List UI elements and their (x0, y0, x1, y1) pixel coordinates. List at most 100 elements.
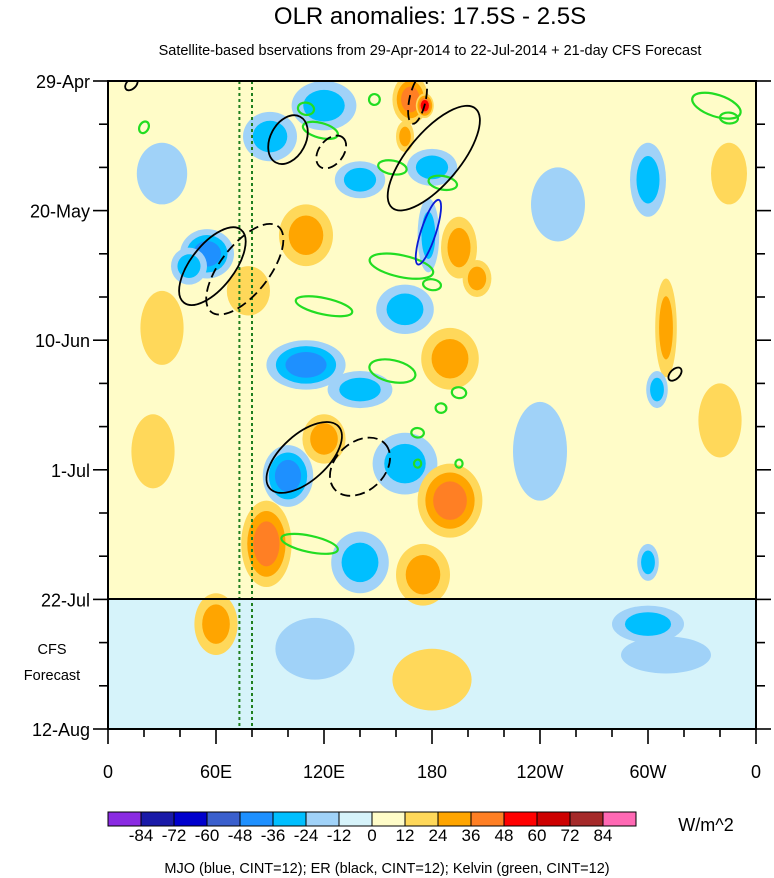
anomaly-band (531, 167, 585, 242)
kelvin-contour (450, 386, 468, 400)
anomaly-band (140, 290, 184, 365)
x-axis: 0 60E 120E 180 120W 60W 0 (103, 729, 761, 782)
colorbar-label: 36 (462, 826, 481, 845)
anomaly-band (288, 215, 324, 256)
plot-area (108, 81, 756, 729)
kelvin-contour (454, 458, 464, 469)
anomaly-band (636, 156, 660, 204)
y-tick-label: 29-Apr (36, 72, 90, 92)
anomaly-blob (334, 161, 386, 199)
colorbar-swatch (140, 811, 175, 827)
anomaly-band (341, 542, 379, 583)
anomaly-band (274, 459, 302, 493)
anomaly-blob (698, 383, 742, 458)
mjo-contour (414, 198, 442, 266)
anomaly-blob (396, 543, 450, 606)
anomaly-blob (376, 284, 434, 335)
anomaly-blob (279, 204, 333, 267)
anomaly-blob (711, 142, 747, 205)
anomaly-band (310, 423, 338, 455)
anomaly-band (303, 89, 345, 122)
kelvin-contour (368, 252, 435, 280)
kelvin-contour (691, 91, 742, 120)
x-tick-label: 60E (200, 762, 232, 782)
er-contour (178, 226, 247, 306)
anomaly-blob (194, 593, 238, 655)
colorbar-label: 60 (528, 826, 547, 845)
colorbar-swatch (536, 811, 571, 827)
anomaly-blob (392, 648, 472, 711)
anomaly-blob (462, 259, 492, 297)
colorbar-label: 72 (561, 826, 580, 845)
colorbar-label: -60 (195, 826, 220, 845)
er-contour (407, 81, 428, 125)
x-tick-label: 120E (303, 762, 345, 782)
forecast-label-line1: CFS (38, 642, 67, 658)
anomaly-blob (630, 142, 666, 217)
anomaly-blob (646, 371, 668, 409)
anomaly-blob (513, 401, 567, 501)
colorbar-label: 0 (367, 826, 376, 845)
x-tick-label: 0 (751, 762, 761, 782)
reference-lines (238, 81, 253, 729)
anomaly-blob (262, 445, 314, 507)
anomaly-blob (302, 414, 346, 464)
anomaly-band (421, 211, 436, 259)
anomaly-band (621, 636, 711, 674)
colorbar-swatch (602, 811, 637, 827)
colorbar-swatch (404, 811, 439, 827)
kelvin-contour (367, 92, 381, 107)
anomaly-blob (291, 81, 357, 131)
anomaly-band (401, 86, 420, 113)
kelvin-contour (377, 159, 408, 176)
colorbar-swatch (338, 811, 373, 827)
colorbar-swatch (239, 811, 274, 827)
chart-footer: MJO (blue, CINT=12); ER (black, CINT=12)… (164, 861, 609, 877)
anomaly-band (226, 266, 270, 316)
x-tick-label: 120W (516, 762, 563, 782)
er-contour (205, 222, 285, 316)
kelvin-contour (368, 358, 417, 384)
kelvin-contour (427, 174, 459, 192)
er-contour (329, 436, 391, 497)
y-tick-label: 12-Aug (32, 720, 90, 740)
anomaly-band (253, 521, 280, 567)
er-contour (124, 81, 139, 92)
anomaly-band (659, 296, 673, 360)
anomaly-blob (372, 432, 438, 495)
y-tick-label: 20-May (30, 202, 90, 222)
anomaly-band (447, 227, 471, 268)
colorbar-label: -48 (228, 826, 253, 845)
chart-subtitle: Satellite-based bservations from 29-Apr-… (159, 43, 702, 59)
anomaly-band (405, 554, 441, 595)
anomaly-band (275, 617, 355, 680)
anomaly-blob (421, 327, 479, 390)
anomaly-blob (655, 278, 677, 378)
x-tick-label: 180 (417, 762, 447, 782)
anomaly-band (431, 338, 469, 379)
anomaly-blob (241, 500, 292, 588)
anomaly-field (131, 81, 747, 711)
anomaly-band (641, 550, 655, 575)
colorbar-swatch (305, 811, 340, 827)
y-axis: 29-Apr 20-May 10-Jun 1-Jul 22-Jul 12-Aug (30, 72, 771, 740)
anomaly-band (711, 142, 747, 205)
wave-contours (124, 81, 742, 555)
anomaly-band (698, 383, 742, 458)
y-tick-label: 10-Jun (35, 331, 90, 351)
er-contour (267, 114, 309, 165)
anomaly-blob (441, 216, 477, 279)
anomaly-blob (531, 167, 585, 242)
anomaly-band (384, 443, 426, 484)
colorbar-swatch (206, 811, 241, 827)
colorbar-swatch (173, 811, 208, 827)
anomaly-band (339, 377, 381, 402)
anomaly-blob (275, 617, 355, 680)
colorbar-label: 48 (495, 826, 514, 845)
anomaly-band (415, 155, 449, 180)
colorbar-label: -72 (162, 826, 187, 845)
colorbar: -84 -72 -60 -48 -36 -24 -12 0 12 24 36 48 60 72 84 (107, 811, 637, 845)
anomaly-blob (327, 371, 393, 409)
anomaly-band (131, 414, 175, 489)
